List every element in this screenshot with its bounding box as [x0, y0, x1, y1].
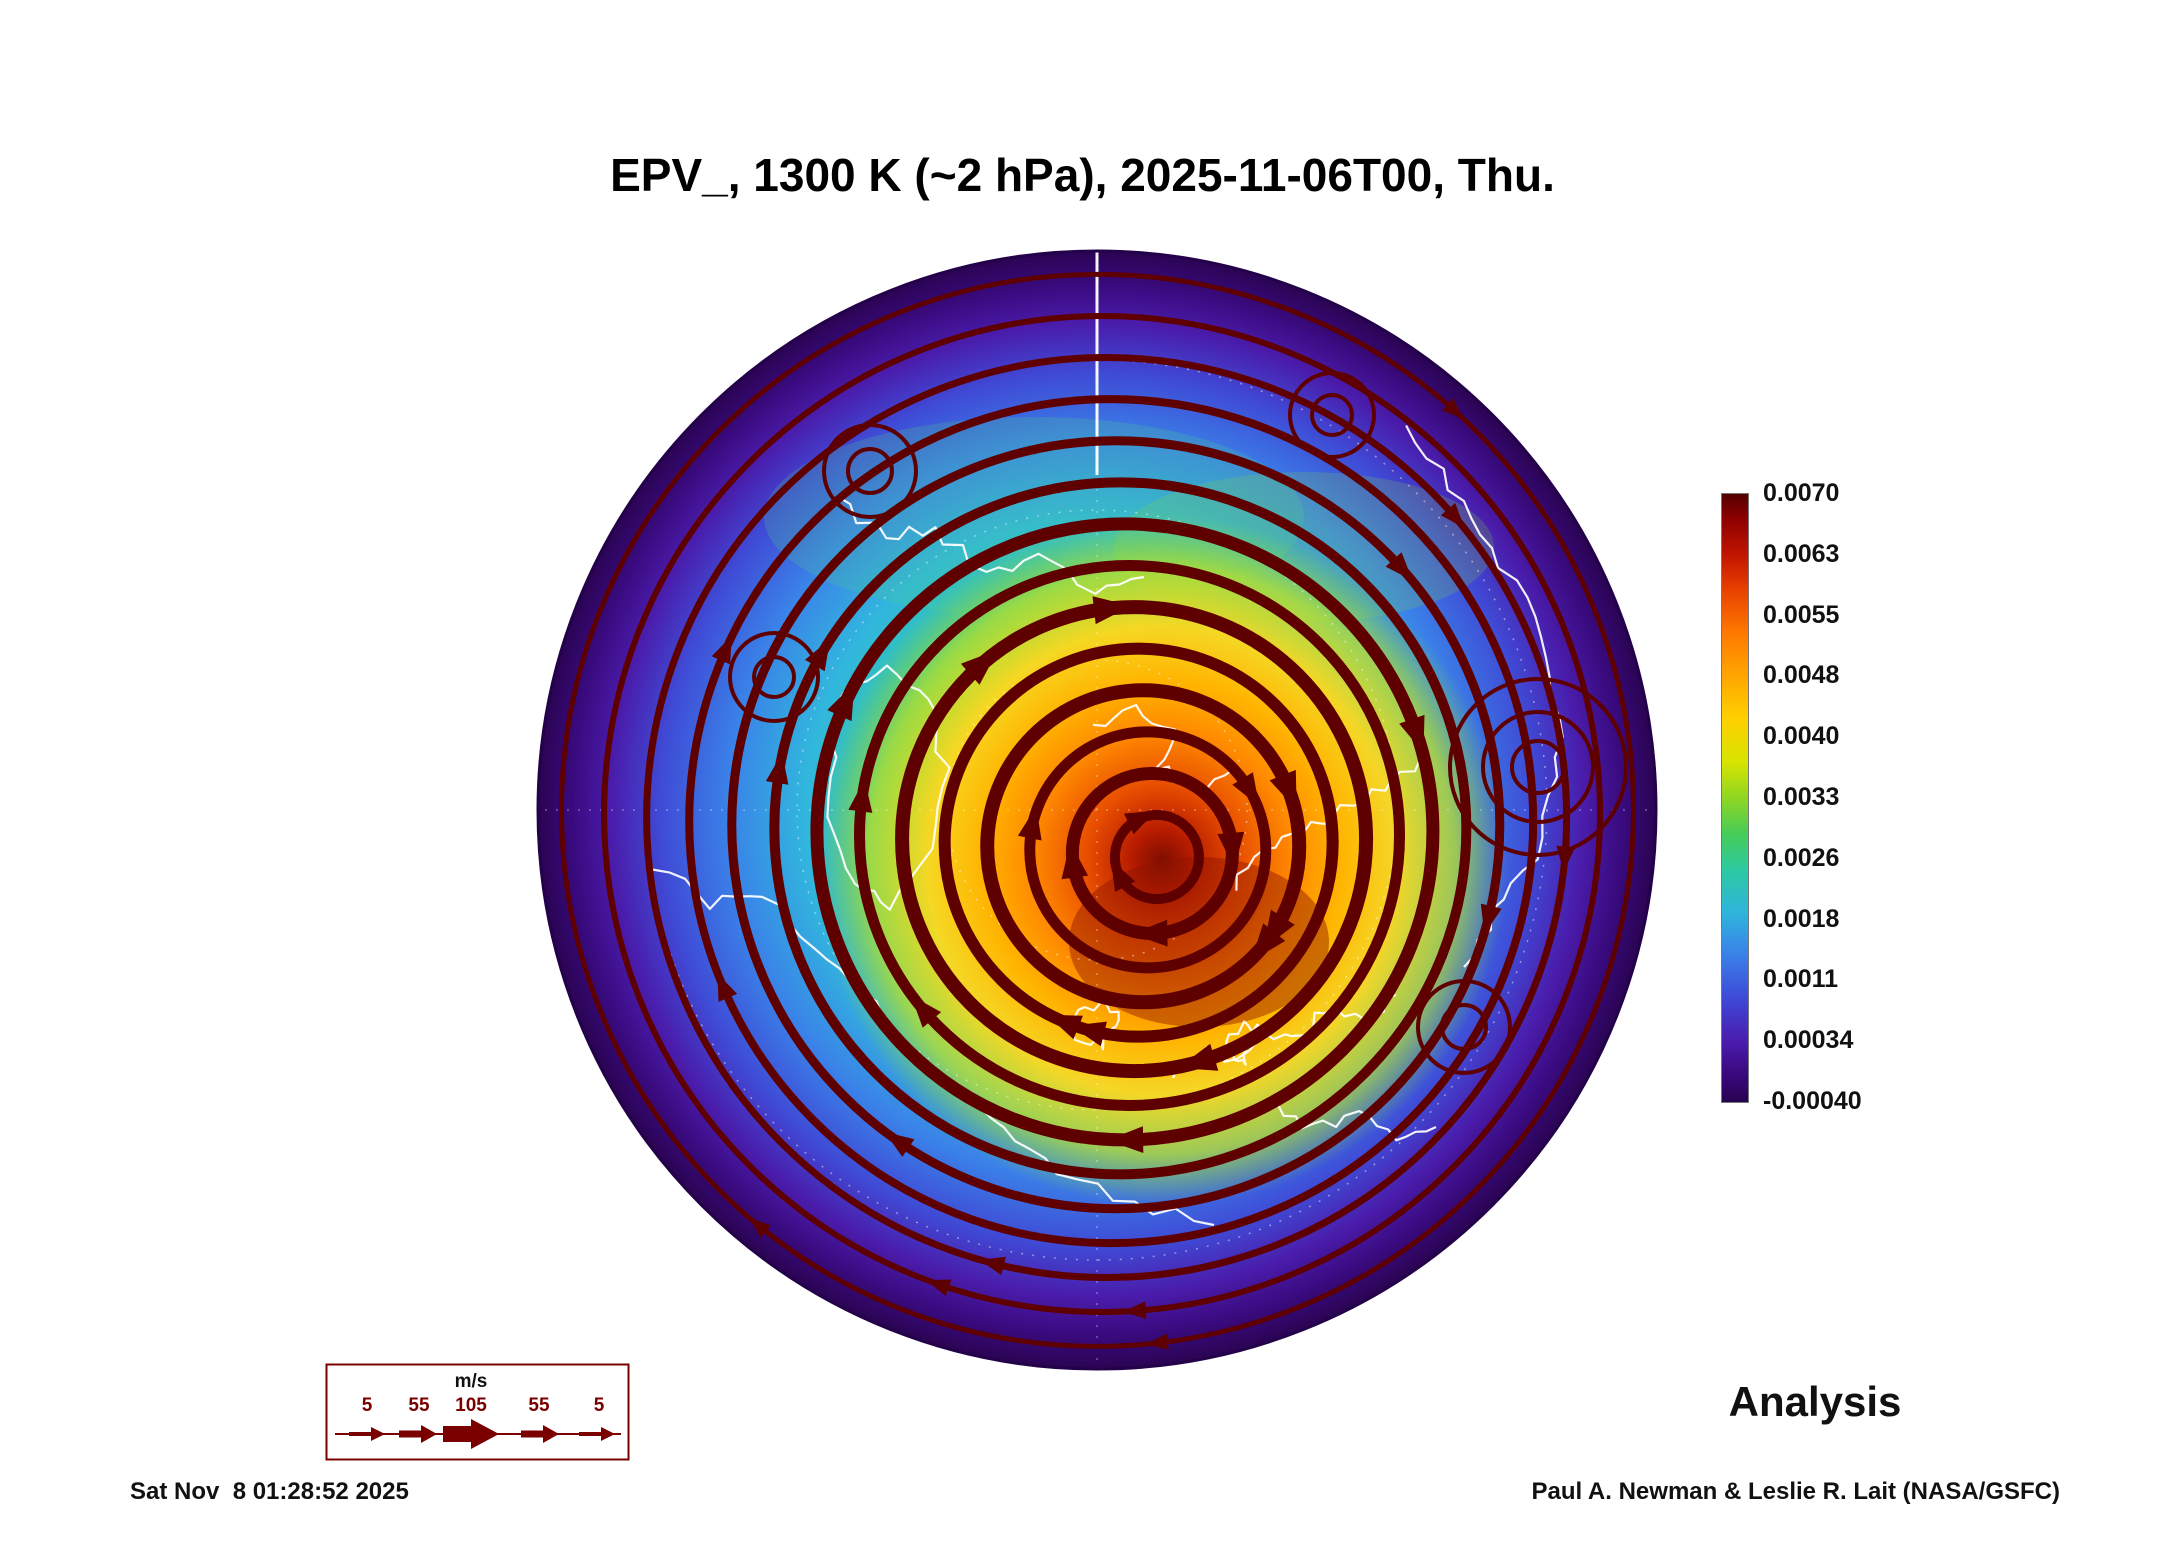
plot-title: EPV_, 1300 K (~2 hPa), 2025-11-06T00, Th…	[610, 149, 1555, 201]
streamline-arrowhead	[765, 753, 789, 785]
streamline-arrowhead	[1046, 1014, 1083, 1040]
eddy-streamline	[822, 423, 918, 519]
streamline-arrowhead	[1017, 806, 1042, 841]
colorbar-tick-label: 0.0018	[1763, 905, 1840, 933]
streamline-arrowhead	[1217, 831, 1245, 869]
coastline-path	[835, 494, 1145, 595]
wind-scale-value: 5	[362, 1395, 373, 1416]
streamline-arrowhead	[1146, 1333, 1169, 1350]
streamline-circle	[1109, 810, 1204, 905]
streamline-arrowhead	[1061, 842, 1089, 880]
streamline-arrowhead	[1385, 552, 1413, 581]
colorbar-tick-label: -0.00040	[1763, 1087, 1862, 1115]
streamline-arrowhead	[960, 649, 999, 685]
analysis-label: Analysis	[1728, 1378, 1902, 1425]
wind-arrowhead	[421, 1425, 437, 1443]
map-rim	[536, 249, 1658, 1371]
colorbar-tick-label: 0.0040	[1763, 722, 1840, 750]
streamline-arrowhead	[1480, 903, 1502, 934]
streamline-circle	[769, 477, 1472, 1180]
streamline-arrowhead	[1131, 919, 1168, 947]
eddy-streamline	[752, 655, 796, 699]
wind-arrow-shaft	[579, 1432, 601, 1436]
creation-timestamp: Sat Nov 8 01:28:52 2025	[130, 1478, 409, 1505]
epv-field	[538, 251, 1656, 1369]
eddy-streamline	[1510, 739, 1566, 795]
eddy-streamline	[1448, 677, 1628, 857]
streamline-arrowhead	[1070, 1021, 1107, 1047]
streamline-arrowhead	[1178, 1043, 1219, 1071]
colorbar-tick-label: 0.0055	[1763, 601, 1840, 629]
streamline-arrowhead	[827, 683, 855, 722]
eddy-streamline	[728, 631, 820, 723]
colorbar-tick-label: 0.0011	[1763, 965, 1839, 993]
colorbar-tick-label: 0.0026	[1763, 844, 1840, 872]
colorbar-tick-label: 0.0048	[1763, 661, 1840, 689]
streamline-arrowhead	[749, 1217, 771, 1238]
streamline-arrowhead	[1399, 714, 1425, 753]
streamline-circle	[727, 436, 1505, 1214]
streamline-arrowhead	[1110, 859, 1136, 892]
latitude-circle	[946, 659, 1248, 961]
streamline-circle	[980, 683, 1307, 1010]
streamline-arrowhead	[1250, 923, 1286, 962]
streamline-arrowhead	[1440, 503, 1465, 529]
wind-arrow-scale	[335, 1419, 621, 1449]
wind-arrow-shaft	[443, 1426, 471, 1442]
colorbar-tick-label: 0.0070	[1763, 479, 1840, 507]
streamline-arrowhead	[1107, 1126, 1144, 1153]
streamline-circle	[895, 600, 1374, 1079]
streamline-circle	[601, 312, 1604, 1315]
wind-arrow-shaft	[521, 1430, 543, 1438]
latitude-circle	[646, 359, 1548, 1261]
streamline-arrowhead	[711, 635, 732, 665]
wind-arrowhead	[471, 1419, 499, 1449]
vortex-warm-core	[817, 516, 1507, 1206]
streamline-arrowhead	[1232, 772, 1260, 807]
wind-scale-value: 105	[455, 1395, 487, 1416]
streamline-arrowhead	[911, 995, 942, 1028]
streamline-circle	[938, 642, 1339, 1043]
streamline-arrowhead	[884, 1131, 915, 1157]
streamline-arrowhead	[848, 779, 873, 813]
streamline-arrowhead	[717, 973, 738, 1002]
wind-speed-legend: m/s 5 55 105 55 5	[325, 1363, 630, 1461]
eddy-streamline	[1440, 1003, 1488, 1051]
streamline-arrowhead	[1092, 596, 1132, 625]
streamline-circle	[643, 354, 1571, 1282]
colorbar-gradient	[1721, 493, 1749, 1103]
streamline-circle	[558, 271, 1636, 1349]
streamline-arrowhead	[805, 639, 830, 672]
wind-arrowhead	[371, 1427, 385, 1441]
wind-arrowhead	[601, 1427, 615, 1441]
wind-scale-value: 55	[408, 1395, 430, 1416]
streamline-arrowhead	[1269, 769, 1297, 810]
streamline-arrowhead	[1122, 1301, 1147, 1319]
colorbar-tick-label: 0.00034	[1763, 1026, 1854, 1054]
wind-arrowhead	[543, 1425, 559, 1443]
eddy-streamline	[1288, 371, 1376, 459]
colorbar-tick-label: 0.0033	[1763, 783, 1840, 811]
streamline-circle	[1024, 726, 1272, 974]
streamline-arrowhead	[979, 1256, 1006, 1276]
eddy-streamline	[846, 447, 894, 495]
wind-arrow-shaft	[399, 1430, 421, 1438]
polar-map	[536, 249, 1658, 1371]
eddy-streamline	[1416, 979, 1512, 1075]
wind-streamlines	[558, 271, 1636, 1350]
colorbar-tick-label: 0.0063	[1763, 540, 1840, 568]
eddy-streamline	[1481, 710, 1595, 824]
credit-text: Paul A. Newman & Leslie R. Lait (NASA/GS…	[1531, 1478, 2060, 1505]
streamline-arrowhead	[1442, 398, 1464, 419]
wind-arrow-shaft	[349, 1432, 371, 1436]
wind-unit-label: m/s	[455, 1371, 488, 1392]
streamline-arrowhead	[926, 1279, 952, 1297]
wind-scale-value: 5	[594, 1395, 605, 1416]
eddy-streamline	[1310, 393, 1354, 437]
colorbar: 0.0070 0.0063 0.0055 0.0048 0.0040 0.003…	[1721, 479, 1941, 1133]
wind-scale-value: 55	[528, 1395, 550, 1416]
streamline-arrowhead	[1124, 810, 1157, 835]
streamline-circle	[854, 560, 1405, 1111]
